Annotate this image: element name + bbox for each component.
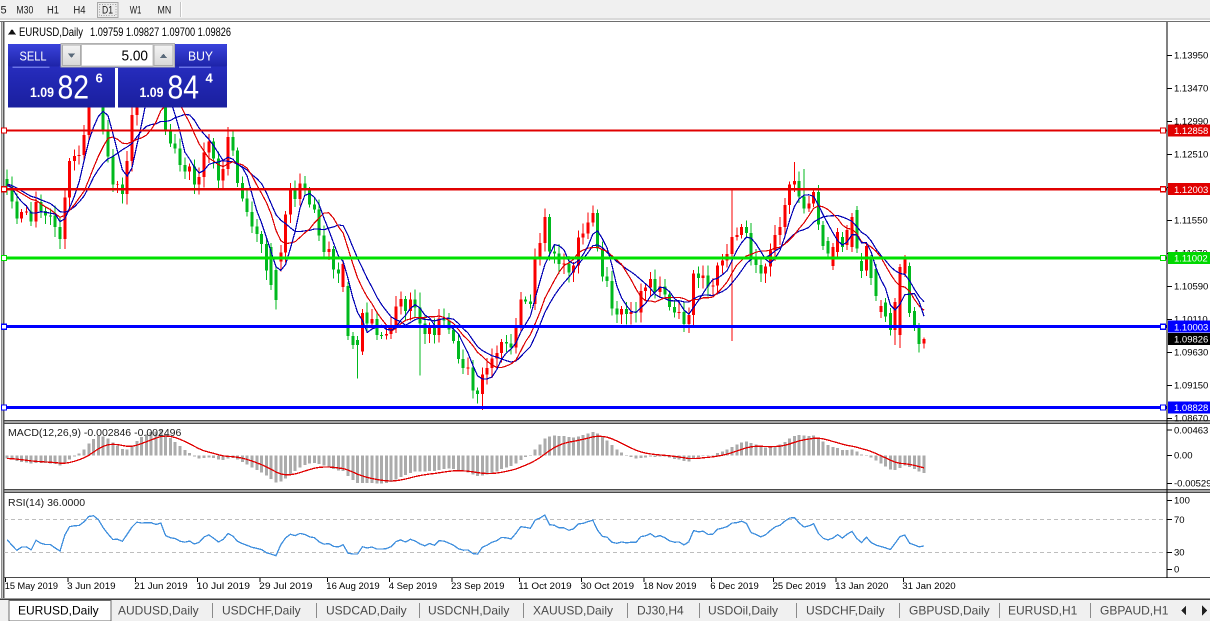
svg-text:USDCAD,Daily: USDCAD,Daily: [326, 604, 407, 618]
svg-text:GBPAUD,H1: GBPAUD,H1: [1100, 604, 1169, 618]
svg-text:0.00: 0.00: [1174, 451, 1193, 462]
svg-text:5.00: 5.00: [122, 48, 149, 65]
svg-text:82: 82: [58, 69, 90, 106]
svg-text:29 Jul 2019: 29 Jul 2019: [259, 581, 312, 592]
svg-text:1.12990: 1.12990: [1174, 117, 1208, 128]
svg-text:1.09: 1.09: [140, 84, 164, 100]
svg-text:1.09630: 1.09630: [1174, 348, 1208, 359]
svg-text:1.08670: 1.08670: [1174, 413, 1208, 424]
svg-text:MN: MN: [158, 5, 172, 17]
svg-text:1.09150: 1.09150: [1174, 381, 1208, 392]
svg-text:10 Jul 2019: 10 Jul 2019: [197, 581, 250, 592]
svg-text:1.11002: 1.11002: [1174, 254, 1208, 265]
svg-text:1.12003: 1.12003: [1174, 185, 1208, 196]
svg-text:13 Jan 2020: 13 Jan 2020: [835, 581, 888, 592]
svg-text:-0.005299: -0.005299: [1174, 479, 1210, 490]
svg-text:AUDUSD,Daily: AUDUSD,Daily: [118, 604, 199, 618]
svg-text:70: 70: [1174, 515, 1185, 526]
svg-text:M30: M30: [16, 5, 33, 17]
svg-text:1.10003: 1.10003: [1174, 322, 1208, 333]
svg-text:1.09826: 1.09826: [1174, 334, 1208, 345]
svg-text:21 Jun 2019: 21 Jun 2019: [134, 581, 187, 592]
svg-text:1.13950: 1.13950: [1174, 51, 1208, 62]
svg-text:1.10110: 1.10110: [1174, 315, 1208, 326]
svg-text:30: 30: [1174, 548, 1185, 559]
svg-text:SELL: SELL: [20, 49, 47, 64]
svg-text:USDCHF,Daily: USDCHF,Daily: [222, 604, 301, 618]
svg-text:100: 100: [1174, 496, 1190, 507]
svg-text:25 Dec 2019: 25 Dec 2019: [773, 581, 826, 592]
svg-text:EURUSD,H1: EURUSD,H1: [1008, 604, 1078, 618]
svg-text:EURUSD,Daily: EURUSD,Daily: [19, 25, 83, 39]
svg-text:84: 84: [168, 69, 200, 106]
svg-text:BUY: BUY: [188, 49, 213, 64]
svg-text:15 May 2019: 15 May 2019: [5, 581, 58, 592]
svg-text:4 Sep 2019: 4 Sep 2019: [389, 581, 438, 592]
svg-text:11 Oct 2019: 11 Oct 2019: [518, 581, 571, 592]
svg-text:USDCHF,Daily: USDCHF,Daily: [806, 604, 885, 618]
svg-text:30 Oct 2019: 30 Oct 2019: [581, 581, 634, 592]
svg-text:H1: H1: [47, 5, 59, 17]
svg-text:DJ30,H4: DJ30,H4: [637, 604, 684, 618]
svg-text:0: 0: [1174, 565, 1179, 576]
svg-text:18 Nov 2019: 18 Nov 2019: [643, 581, 696, 592]
svg-text:1.12510: 1.12510: [1174, 150, 1208, 161]
svg-text:USDOil,Daily: USDOil,Daily: [708, 604, 778, 618]
svg-text:23 Sep 2019: 23 Sep 2019: [451, 581, 504, 592]
svg-text:MACD(12,26,9) -0.002846 -0.002: MACD(12,26,9) -0.002846 -0.002496: [8, 427, 182, 439]
svg-text:6 Dec 2019: 6 Dec 2019: [710, 581, 759, 592]
svg-text:1.09: 1.09: [30, 84, 54, 100]
svg-text:31 Jan 2020: 31 Jan 2020: [902, 581, 955, 592]
svg-text:EURUSD,Daily: EURUSD,Daily: [18, 604, 99, 618]
svg-text:6: 6: [96, 71, 103, 86]
svg-text:16 Aug 2019: 16 Aug 2019: [326, 581, 379, 592]
svg-text:1.09759 1.09827 1.09700 1.0982: 1.09759 1.09827 1.09700 1.09826: [90, 25, 231, 39]
svg-text:5: 5: [1, 5, 7, 17]
svg-text:D1: D1: [102, 5, 113, 17]
svg-text:1.08828: 1.08828: [1174, 403, 1208, 414]
svg-text:1.11550: 1.11550: [1174, 216, 1208, 227]
svg-text:GBPUSD,Daily: GBPUSD,Daily: [909, 604, 990, 618]
svg-text:1.13470: 1.13470: [1174, 84, 1208, 95]
svg-text:USDCNH,Daily: USDCNH,Daily: [428, 604, 509, 618]
svg-text:RSI(14) 36.0000: RSI(14) 36.0000: [8, 497, 85, 509]
svg-text:1.12858: 1.12858: [1174, 126, 1208, 137]
svg-text:3 Jun 2019: 3 Jun 2019: [67, 581, 116, 592]
svg-text:XAUUSD,Daily: XAUUSD,Daily: [533, 604, 613, 618]
svg-text:0.00463: 0.00463: [1174, 425, 1208, 436]
svg-text:4: 4: [206, 71, 214, 86]
svg-text:W1: W1: [130, 5, 142, 17]
svg-text:1.10590: 1.10590: [1174, 282, 1208, 293]
svg-text:H4: H4: [73, 5, 85, 17]
